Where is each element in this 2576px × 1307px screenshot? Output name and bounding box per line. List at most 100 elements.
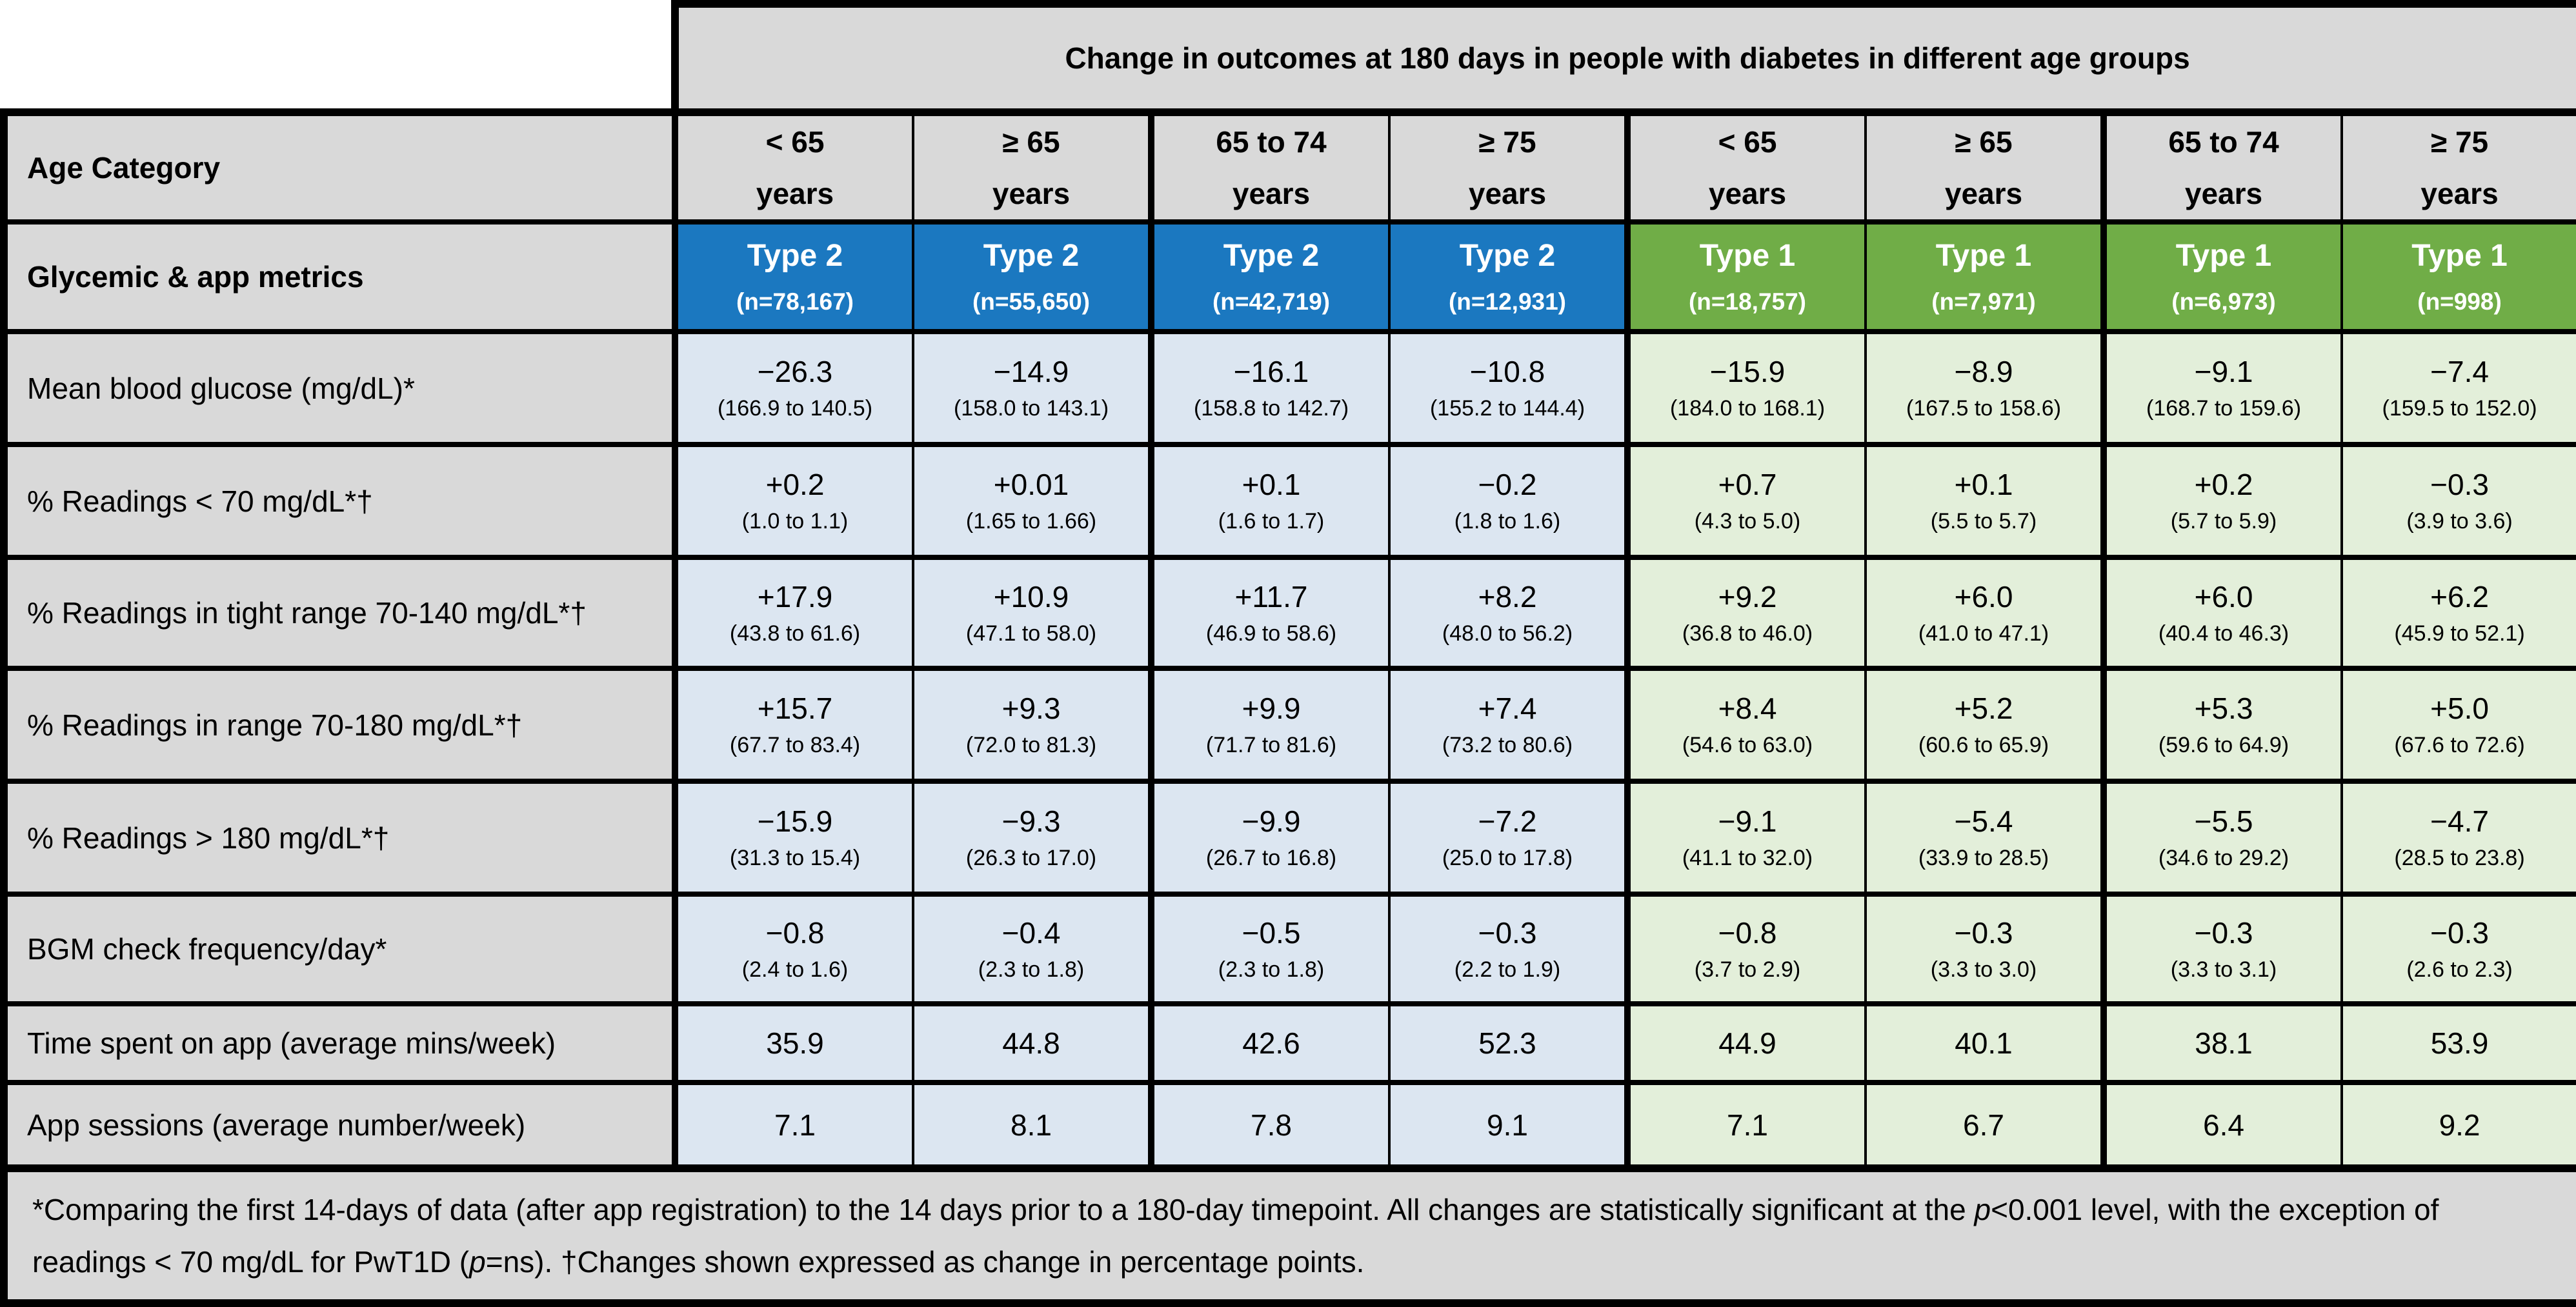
range-value: (54.6 to 63.0) <box>1682 733 1813 757</box>
type-label: Type 1 <box>2175 238 2272 273</box>
range-value: (3.9 to 3.6) <box>2406 509 2513 534</box>
data-cell: +10.9 (47.1 to 58.0) <box>912 555 1154 671</box>
change-value: 53.9 <box>2430 1026 2489 1060</box>
data-cell: −9.9 (26.7 to 16.8) <box>1150 779 1391 897</box>
change-value: +5.2 <box>1954 692 2013 725</box>
range-value: (73.2 to 80.6) <box>1442 733 1573 757</box>
type2-header: Type 2 (n=55,650) <box>912 219 1154 334</box>
footnote-part: *Comparing the first 14-days of data (af… <box>32 1193 1975 1226</box>
age-col-header: < 65 years <box>1626 108 1867 224</box>
range-value: (1.65 to 1.66) <box>965 509 1097 534</box>
change-value: +9.9 <box>1242 692 1301 725</box>
age-line-2: years <box>756 177 834 210</box>
range-value: (1.6 to 1.7) <box>1218 509 1325 534</box>
type-label: Type 2 <box>747 238 843 273</box>
change-value: −15.9 <box>1709 355 1786 388</box>
data-cell: −0.3 (2.6 to 2.3) <box>2340 892 2576 1006</box>
range-value: (41.0 to 47.1) <box>1918 621 2049 646</box>
type2-header: Type 2 (n=12,931) <box>1388 219 1631 334</box>
metric-row-label: % Readings in tight range 70-140 mg/dL*† <box>0 555 678 671</box>
age-line-2: years <box>2420 177 2499 210</box>
change-value: +15.7 <box>757 692 833 725</box>
data-cell: +9.9 (71.7 to 81.6) <box>1150 666 1391 784</box>
data-cell: +5.0 (67.6 to 72.6) <box>2340 666 2576 784</box>
change-value: 7.1 <box>1727 1108 1768 1142</box>
change-value: −0.3 <box>2430 915 2489 950</box>
change-value: 7.1 <box>774 1108 816 1142</box>
change-value: +17.9 <box>757 579 833 614</box>
range-value: (167.5 to 158.6) <box>1906 396 2062 421</box>
change-value: 40.1 <box>1955 1026 2013 1060</box>
change-value: +0.2 <box>2194 468 2253 501</box>
age-col-header: 65 to 74 years <box>2102 108 2343 224</box>
change-value: 7.8 <box>1251 1108 1292 1142</box>
data-cell: +0.7 (4.3 to 5.0) <box>1626 442 1867 560</box>
data-cell: 7.1 <box>1626 1080 1867 1171</box>
range-value: (46.9 to 58.6) <box>1205 621 1337 646</box>
age-col-header: ≥ 75 years <box>1388 108 1631 224</box>
data-cell: 35.9 <box>674 1001 914 1085</box>
range-value: (67.7 to 83.4) <box>729 733 861 757</box>
footnote-text: *Comparing the first 14-days of data (af… <box>0 1164 2576 1307</box>
data-cell: +0.01 (1.65 to 1.66) <box>912 442 1154 560</box>
change-value: −0.2 <box>1478 468 1537 501</box>
change-value: −26.3 <box>757 355 833 388</box>
range-value: (184.0 to 168.1) <box>1669 396 1826 421</box>
data-cell: −0.2 (1.8 to 1.6) <box>1388 442 1631 560</box>
change-value: −0.5 <box>1242 915 1301 950</box>
change-value: −0.3 <box>1954 915 2013 950</box>
metric-row-label: Mean blood glucose (mg/dL)* <box>0 329 678 447</box>
range-value: (3.7 to 2.9) <box>1694 957 1801 982</box>
data-cell: −9.3 (26.3 to 17.0) <box>912 779 1154 897</box>
data-cell: 53.9 <box>2340 1001 2576 1085</box>
change-value: −0.8 <box>1718 915 1777 950</box>
type1-header: Type 1 (n=7,971) <box>1864 219 2107 334</box>
data-cell: −26.3 (166.9 to 140.5) <box>674 329 914 447</box>
data-cell: −7.2 (25.0 to 17.8) <box>1388 779 1631 897</box>
change-value: +8.2 <box>1478 579 1537 614</box>
change-value: 6.4 <box>2203 1108 2244 1142</box>
range-value: (2.2 to 1.9) <box>1454 957 1561 982</box>
data-cell: +6.0 (40.4 to 46.3) <box>2102 555 2343 671</box>
data-cell: −4.7 (28.5 to 23.8) <box>2340 779 2576 897</box>
data-cell: 6.7 <box>1864 1080 2107 1171</box>
change-value: +8.4 <box>1718 692 1777 725</box>
sample-size: (n=998) <box>2417 288 2502 315</box>
sample-size: (n=42,719) <box>1212 288 1331 315</box>
type2-header: Type 2 (n=42,719) <box>1150 219 1391 334</box>
data-cell: 44.9 <box>1626 1001 1867 1085</box>
data-cell: −5.5 (34.6 to 29.2) <box>2102 779 2343 897</box>
sample-size: (n=78,167) <box>736 288 854 315</box>
data-cell: +0.1 (1.6 to 1.7) <box>1150 442 1391 560</box>
range-value: (47.1 to 58.0) <box>965 621 1097 646</box>
range-value: (1.0 to 1.1) <box>741 509 849 534</box>
range-value: (26.3 to 17.0) <box>965 846 1097 870</box>
metric-row-label: BGM check frequency/day* <box>0 892 678 1006</box>
age-line-2: years <box>1468 177 1547 210</box>
metric-row-label: % Readings > 180 mg/dL*† <box>0 779 678 897</box>
change-value: −0.4 <box>1001 915 1061 950</box>
change-value: +0.1 <box>1954 468 2013 501</box>
change-value: +0.01 <box>993 468 1069 501</box>
range-value: (4.3 to 5.0) <box>1694 509 1801 534</box>
range-value: (48.0 to 56.2) <box>1442 621 1573 646</box>
range-value: (158.8 to 142.7) <box>1193 396 1349 421</box>
data-cell: +0.2 (1.0 to 1.1) <box>674 442 914 560</box>
data-cell: −9.1 (41.1 to 32.0) <box>1626 779 1867 897</box>
data-cell: −14.9 (158.0 to 143.1) <box>912 329 1154 447</box>
type-label: Type 2 <box>1459 238 1556 273</box>
change-value: +0.7 <box>1718 468 1777 501</box>
type-label: Type 1 <box>1699 238 1796 273</box>
change-value: −10.8 <box>1469 355 1545 388</box>
data-cell: +11.7 (46.9 to 58.6) <box>1150 555 1391 671</box>
age-line-1: < 65 <box>765 125 825 159</box>
change-value: 38.1 <box>2195 1026 2253 1060</box>
age-line-2: years <box>1944 177 2023 210</box>
range-value: (158.0 to 143.1) <box>953 396 1109 421</box>
change-value: −5.4 <box>1954 804 2013 838</box>
range-value: (5.7 to 5.9) <box>2170 509 2277 534</box>
range-value: (25.0 to 17.8) <box>1442 846 1573 870</box>
age-line-1: 65 to 74 <box>1216 125 1327 159</box>
type1-header: Type 1 (n=6,973) <box>2102 219 2343 334</box>
